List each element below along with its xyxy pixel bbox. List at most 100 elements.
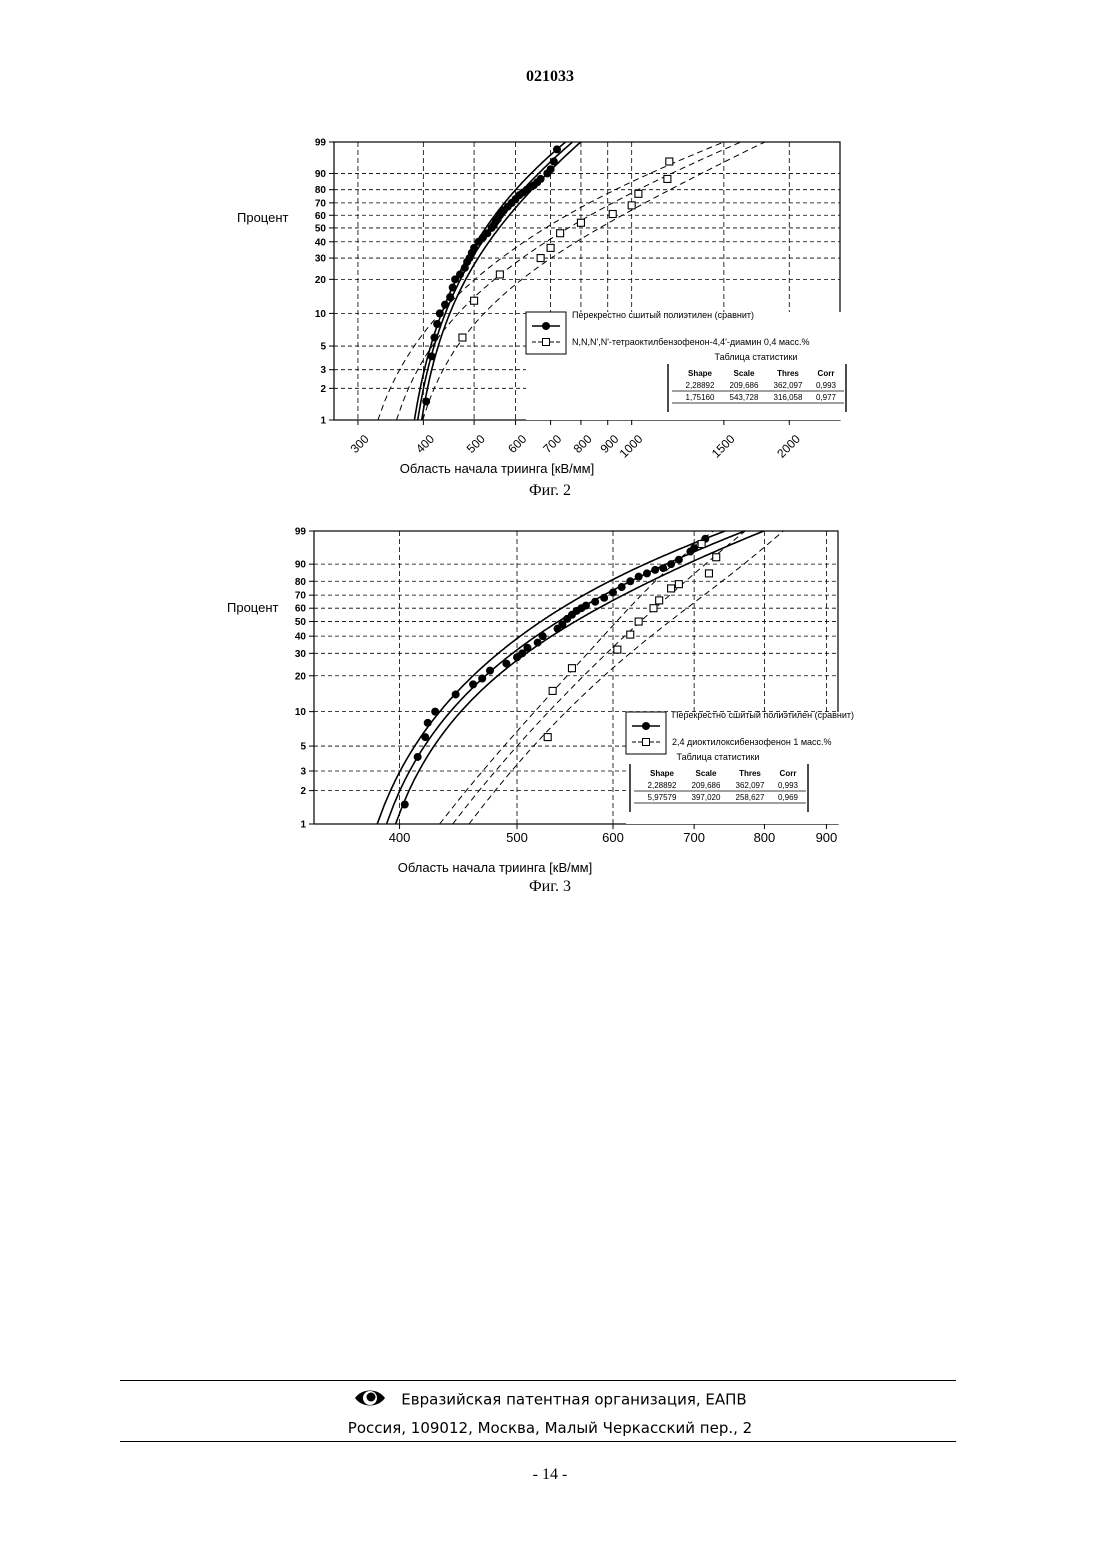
y-tick-label: 3 xyxy=(300,766,306,777)
data-point-series1 xyxy=(486,667,494,675)
stats-table-header: Corr xyxy=(818,369,835,378)
y-tick-label: 20 xyxy=(295,671,307,682)
data-point-series1 xyxy=(534,639,542,647)
y-tick-label: 80 xyxy=(295,577,307,588)
stats-table-cell: 543,728 xyxy=(730,393,759,402)
y-tick-label: 30 xyxy=(315,254,327,265)
x-tick-label: 1500 xyxy=(709,432,738,461)
data-point-series2 xyxy=(577,219,584,226)
data-point-series1 xyxy=(502,660,510,668)
x-tick-label: 600 xyxy=(505,432,529,456)
data-point-series1 xyxy=(550,158,558,166)
y-tick-label: 99 xyxy=(315,138,327,149)
data-point-series1 xyxy=(421,733,429,741)
x-tick-label: 700 xyxy=(540,432,564,456)
x-tick-label: 700 xyxy=(683,830,705,845)
y-tick-label: 70 xyxy=(295,591,307,602)
y-tick-label: 40 xyxy=(295,632,307,643)
stats-table-header: Scale xyxy=(696,769,717,778)
y-axis-label: Процент xyxy=(237,210,289,225)
y-tick-label: 50 xyxy=(315,223,327,234)
x-tick-label: 2000 xyxy=(774,432,803,461)
data-point-series1 xyxy=(539,632,547,640)
y-tick-label: 60 xyxy=(315,211,327,222)
y-tick-label: 1 xyxy=(300,820,306,831)
data-point-series2 xyxy=(664,175,671,182)
y-tick-label: 10 xyxy=(295,707,307,718)
x-tick-label: 300 xyxy=(348,432,372,456)
data-point-series2 xyxy=(705,570,712,577)
y-tick-label: 5 xyxy=(320,342,326,353)
legend-series1-label: Перекрестно сшитый полиэтилен (сравнит) xyxy=(672,710,854,720)
y-tick-label: 10 xyxy=(315,309,327,320)
legend-key-box xyxy=(626,712,666,754)
data-point-series1 xyxy=(675,556,683,564)
y-tick-label: 60 xyxy=(295,604,307,615)
page-index: - 14 - xyxy=(0,1466,1100,1484)
x-tick-label: 400 xyxy=(413,432,437,456)
y-tick-label: 50 xyxy=(295,617,307,628)
legend-key-box xyxy=(526,312,566,354)
stats-table-cell: 316,058 xyxy=(774,393,803,402)
document-number: 021033 xyxy=(0,68,1100,86)
footer-rule-bottom xyxy=(120,1441,956,1442)
y-tick-label: 30 xyxy=(295,649,307,660)
stats-table-cell: 362,097 xyxy=(736,781,765,790)
stats-table-header: Thres xyxy=(739,769,761,778)
data-point-series1 xyxy=(449,284,457,292)
figure-3-caption: Фиг. 3 xyxy=(0,878,1100,896)
x-tick-label: 900 xyxy=(816,830,838,845)
data-point-series1 xyxy=(422,397,430,405)
data-point-series2 xyxy=(635,190,642,197)
data-point-series2 xyxy=(614,646,621,653)
stats-table-header: Shape xyxy=(688,369,713,378)
y-tick-label: 1 xyxy=(320,416,326,427)
data-point-series2 xyxy=(668,585,675,592)
footer-address: Россия, 109012, Москва, Малый Черкасский… xyxy=(0,1419,1100,1437)
y-tick-label: 2 xyxy=(300,786,306,797)
data-point-series1 xyxy=(618,583,626,591)
data-point-series1 xyxy=(433,320,441,328)
stats-table-cell: 0,993 xyxy=(778,781,799,790)
y-tick-label: 2 xyxy=(320,384,326,395)
stats-table-cell: 1,75160 xyxy=(686,393,715,402)
data-point-series1 xyxy=(452,690,460,698)
footer-organization: Евразийская патентная организация, ЕАПВ xyxy=(0,1387,1100,1413)
data-point-series1 xyxy=(523,644,531,652)
y-tick-label: 80 xyxy=(315,185,327,196)
data-point-series1 xyxy=(635,573,643,581)
y-tick-label: 70 xyxy=(315,198,327,209)
stats-table-cell: 5,97579 xyxy=(648,793,677,802)
data-point-series1 xyxy=(456,270,464,278)
data-point-series1 xyxy=(553,145,561,153)
figure-2-caption: Фиг. 2 xyxy=(0,482,1100,500)
stats-table-header: Scale xyxy=(734,369,755,378)
figure-3-chart: 1235102030405060708090994005006007008009… xyxy=(0,515,1100,875)
legend-series1-marker xyxy=(642,722,650,730)
data-point-series1 xyxy=(537,175,545,183)
x-axis-label: Область начала триинга [кВ/мм] xyxy=(400,461,594,476)
legend-background xyxy=(526,312,856,420)
data-point-series1 xyxy=(446,293,454,301)
data-point-series1 xyxy=(643,569,651,577)
y-tick-label: 40 xyxy=(315,237,327,248)
data-point-series1 xyxy=(430,334,438,342)
data-point-series1 xyxy=(667,560,675,568)
x-axis-label: Область начала триинга [кВ/мм] xyxy=(398,860,592,875)
x-tick-label: 600 xyxy=(602,830,624,845)
stats-table-cell: 397,020 xyxy=(692,793,721,802)
x-tick-label: 800 xyxy=(571,432,595,456)
data-point-series1 xyxy=(609,588,617,596)
legend-series1-label: Перекрестно сшитый полиэтилен (сравнит) xyxy=(572,310,754,320)
data-point-series2 xyxy=(698,541,705,548)
stats-table-title: Таблица статистики xyxy=(715,352,798,362)
data-point-series2 xyxy=(713,554,720,561)
y-tick-label: 99 xyxy=(295,527,307,538)
data-point-series1 xyxy=(591,598,599,606)
data-point-series1 xyxy=(626,577,634,585)
y-tick-label: 90 xyxy=(295,560,307,571)
data-point-series2 xyxy=(628,202,635,209)
figure-2-chart: 1235102030405060708090993004005006007008… xyxy=(0,125,1100,485)
stats-table-title: Таблица статистики xyxy=(677,752,760,762)
legend-series2-marker xyxy=(543,339,550,346)
